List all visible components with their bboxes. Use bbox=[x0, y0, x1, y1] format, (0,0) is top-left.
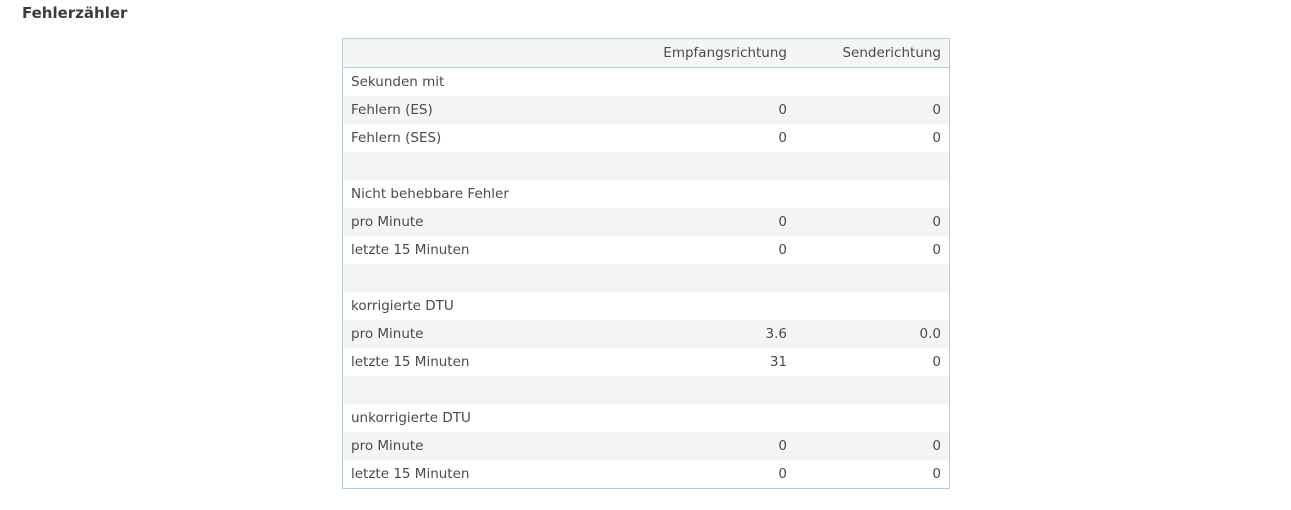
receive-value: 3.6 bbox=[765, 326, 787, 342]
table-row bbox=[342, 152, 950, 180]
receive-value bbox=[619, 376, 795, 404]
send-value bbox=[795, 264, 950, 292]
receive-value bbox=[619, 292, 795, 320]
row-label: Nicht behebbare Fehler bbox=[351, 186, 509, 202]
table-row bbox=[342, 376, 950, 404]
column-header-receive: Empfangsrichtung bbox=[619, 38, 795, 68]
send-value: 0 bbox=[932, 354, 941, 370]
table-row: pro Minute 0 0 bbox=[342, 208, 950, 236]
row-label: unkorrigierte DTU bbox=[351, 410, 471, 426]
send-value: 0 bbox=[932, 214, 941, 230]
send-value: 0 bbox=[932, 466, 941, 482]
table-row: Fehlern (SES) 0 0 bbox=[343, 124, 950, 152]
receive-value bbox=[619, 264, 795, 292]
row-label bbox=[343, 264, 620, 292]
send-value: 0.0 bbox=[919, 326, 941, 342]
section-title: Fehlerzähler bbox=[22, 4, 128, 22]
row-label: pro Minute bbox=[351, 438, 424, 454]
row-label: korrigierte DTU bbox=[351, 298, 454, 314]
table-row: letzte 15 Minuten 0 0 bbox=[343, 236, 950, 264]
row-label: pro Minute bbox=[351, 326, 424, 342]
table-row: letzte 15 Minuten 31 0 bbox=[343, 348, 950, 376]
row-label: letzte 15 Minuten bbox=[351, 242, 470, 258]
table-row: Nicht behebbare Fehler bbox=[343, 180, 950, 208]
column-header-send: Senderichtung bbox=[795, 38, 950, 68]
table-row: Fehlern (ES) 0 0 bbox=[342, 96, 950, 124]
receive-value bbox=[619, 152, 795, 180]
table-row: letzte 15 Minuten 0 0 bbox=[343, 460, 950, 489]
send-value bbox=[795, 404, 950, 432]
table-header-row: Empfangsrichtung Senderichtung bbox=[342, 38, 950, 68]
row-label bbox=[343, 152, 620, 180]
table-row: pro Minute 3.6 0.0 bbox=[342, 320, 950, 348]
row-label: letzte 15 Minuten bbox=[351, 354, 470, 370]
receive-value: 0 bbox=[778, 438, 787, 454]
send-value bbox=[795, 376, 950, 404]
receive-value: 0 bbox=[778, 102, 787, 118]
receive-value: 0 bbox=[778, 130, 787, 146]
send-value bbox=[795, 180, 950, 208]
table-row: Sekunden mit bbox=[343, 68, 950, 97]
row-label: letzte 15 Minuten bbox=[351, 466, 470, 482]
row-label: Fehlern (SES) bbox=[351, 130, 442, 146]
error-counter-table: Empfangsrichtung Senderichtung Sekunden … bbox=[342, 38, 950, 489]
column-header-label bbox=[342, 38, 619, 68]
receive-value: 0 bbox=[778, 242, 787, 258]
table-row bbox=[342, 264, 950, 292]
send-value bbox=[795, 152, 950, 180]
table-row: korrigierte DTU bbox=[343, 292, 950, 320]
send-value: 0 bbox=[932, 242, 941, 258]
row-label: Sekunden mit bbox=[351, 74, 445, 90]
row-label: pro Minute bbox=[351, 214, 424, 230]
send-value bbox=[795, 68, 950, 97]
receive-value: 31 bbox=[769, 354, 787, 370]
send-value: 0 bbox=[932, 130, 941, 146]
receive-value: 0 bbox=[778, 214, 787, 230]
receive-value bbox=[619, 68, 795, 97]
send-value: 0 bbox=[932, 438, 941, 454]
row-label: Fehlern (ES) bbox=[351, 102, 433, 118]
row-label bbox=[343, 376, 620, 404]
receive-value bbox=[619, 404, 795, 432]
send-value: 0 bbox=[932, 102, 941, 118]
table-row: pro Minute 0 0 bbox=[342, 432, 950, 460]
table-row: unkorrigierte DTU bbox=[343, 404, 950, 432]
send-value bbox=[795, 292, 950, 320]
receive-value: 0 bbox=[778, 466, 787, 482]
receive-value bbox=[619, 180, 795, 208]
